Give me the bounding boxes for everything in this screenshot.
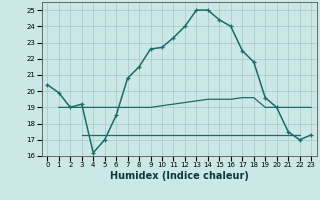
X-axis label: Humidex (Indice chaleur): Humidex (Indice chaleur) <box>110 171 249 181</box>
